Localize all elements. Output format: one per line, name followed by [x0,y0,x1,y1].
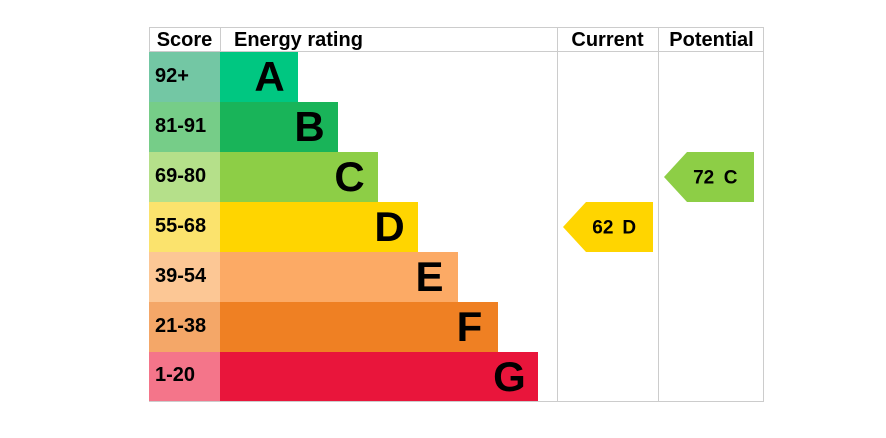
svg-text:62: 62 [592,218,613,239]
svg-text:C: C [723,168,737,189]
svg-text:72: 72 [693,168,714,189]
svg-text:D: D [622,218,636,239]
